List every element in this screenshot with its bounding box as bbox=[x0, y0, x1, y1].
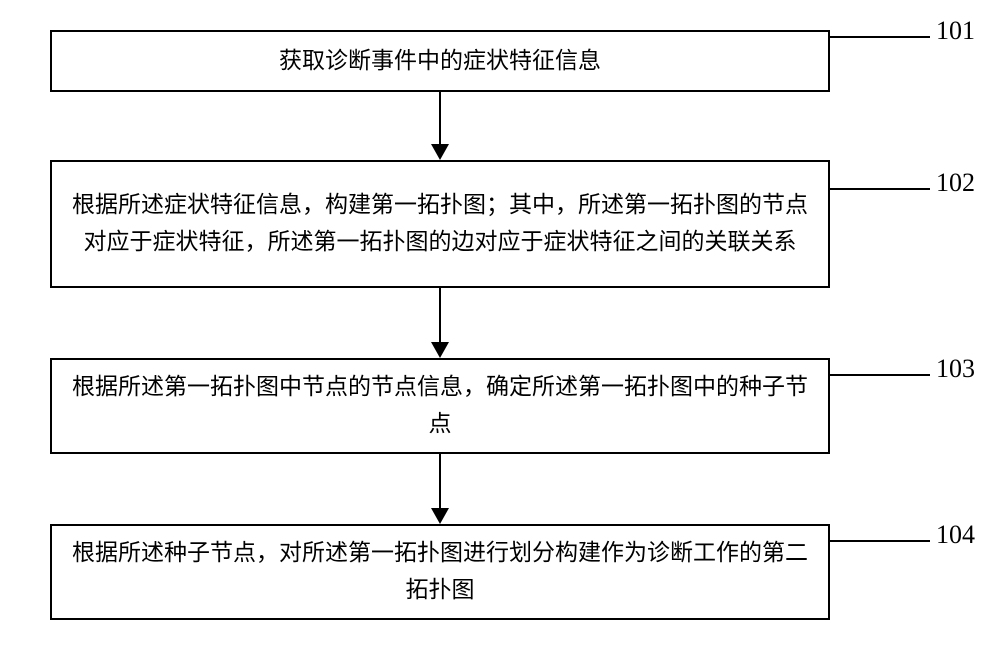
step-text: 根据所述第一拓扑图中节点的节点信息，确定所述第一拓扑图中的种子节点 bbox=[70, 369, 810, 443]
step-box-102: 根据所述症状特征信息，构建第一拓扑图；其中，所述第一拓扑图的节点对应于症状特征，… bbox=[50, 160, 830, 288]
step-box-103: 根据所述第一拓扑图中节点的节点信息，确定所述第一拓扑图中的种子节点 bbox=[50, 358, 830, 454]
arrow-stem bbox=[439, 288, 441, 342]
step-label: 104 bbox=[936, 520, 975, 550]
step-box-104: 根据所述种子节点，对所述第一拓扑图进行划分构建作为诊断工作的第二拓扑图 bbox=[50, 524, 830, 620]
arrow-stem bbox=[439, 92, 441, 144]
step-label: 101 bbox=[936, 16, 975, 46]
step-box-101: 获取诊断事件中的症状特征信息 bbox=[50, 30, 830, 92]
step-label: 103 bbox=[936, 354, 975, 384]
leader-line bbox=[830, 188, 930, 190]
arrow-head-icon bbox=[431, 508, 449, 524]
leader-line bbox=[830, 36, 930, 38]
arrow-head-icon bbox=[431, 342, 449, 358]
step-text: 获取诊断事件中的症状特征信息 bbox=[279, 43, 601, 80]
arrow-stem bbox=[439, 454, 441, 508]
leader-line bbox=[830, 540, 930, 542]
flowchart-canvas: 获取诊断事件中的症状特征信息 101 根据所述症状特征信息，构建第一拓扑图；其中，所… bbox=[0, 0, 1000, 660]
leader-line bbox=[830, 374, 930, 376]
step-text: 根据所述症状特征信息，构建第一拓扑图；其中，所述第一拓扑图的节点对应于症状特征，… bbox=[70, 187, 810, 261]
arrow-head-icon bbox=[431, 144, 449, 160]
step-label: 102 bbox=[936, 168, 975, 198]
step-text: 根据所述种子节点，对所述第一拓扑图进行划分构建作为诊断工作的第二拓扑图 bbox=[70, 535, 810, 609]
